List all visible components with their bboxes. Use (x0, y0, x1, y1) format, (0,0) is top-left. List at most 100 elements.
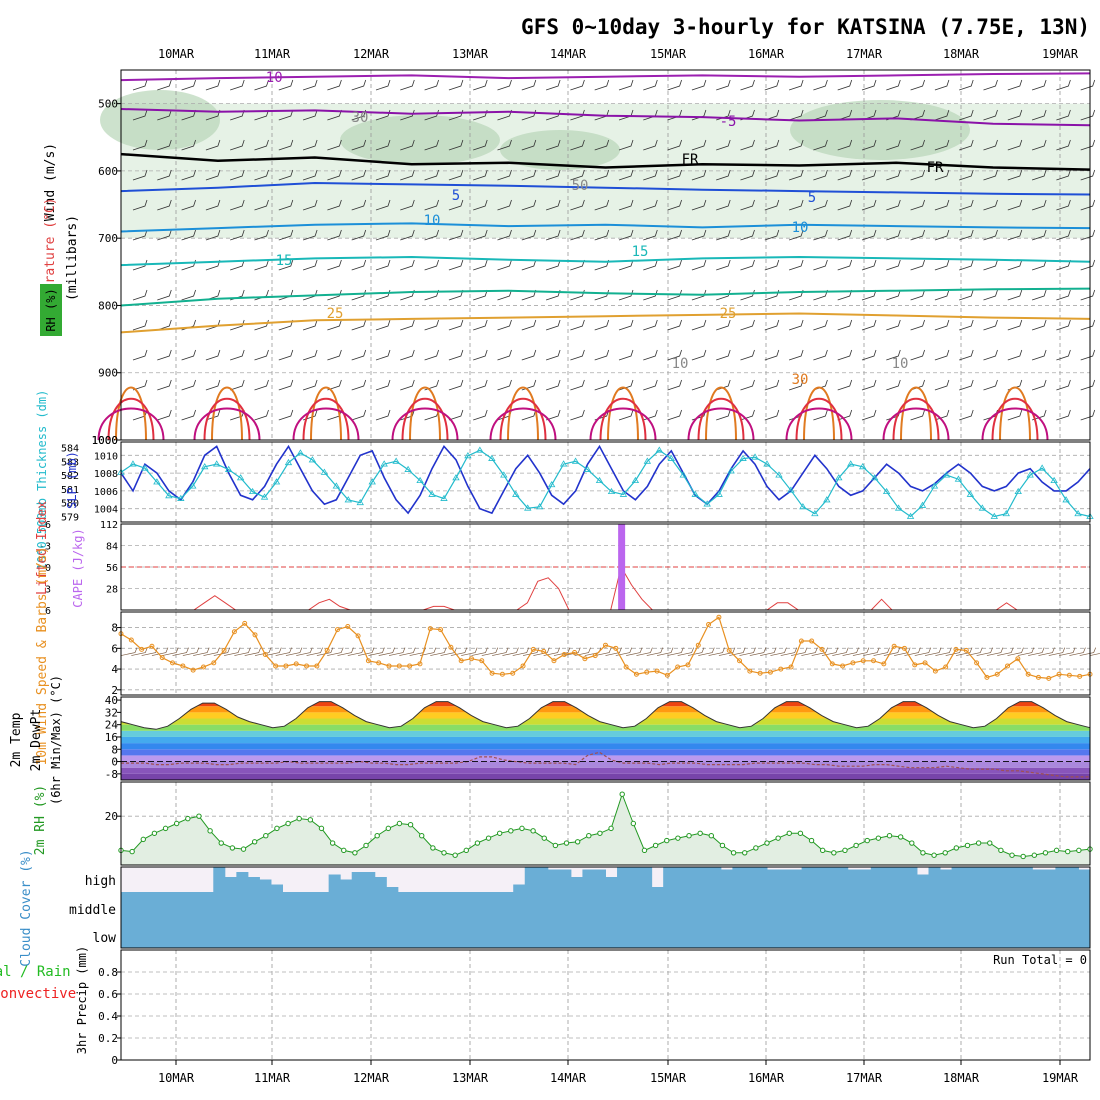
wind-barb (934, 139, 950, 151)
wind-barb (1080, 109, 1096, 121)
wind-barb-10m (1038, 647, 1055, 656)
wind-speed-point (499, 671, 505, 677)
wind-speed-point (468, 656, 474, 662)
wind-barb (375, 139, 391, 151)
wind-barb (278, 259, 294, 271)
wind-barb (1056, 139, 1071, 151)
wind-barb (618, 139, 634, 151)
thickness-point (978, 504, 987, 511)
date-label: 11MAR (254, 47, 291, 61)
wind-barb (959, 139, 974, 151)
wind-speed-point (716, 614, 722, 620)
wind-barb (497, 289, 512, 301)
wind-barb (667, 409, 682, 421)
rh-point (987, 840, 993, 846)
wind-barb-10m (244, 647, 262, 656)
thickness-tick-label: 580 (61, 499, 79, 510)
cloud-high-bar (870, 867, 883, 892)
cloud-high-bar (628, 867, 641, 892)
date-label: 10MAR (158, 1071, 195, 1085)
hot-isotherm (900, 386, 932, 441)
rh-point (129, 848, 135, 855)
wind-barb (594, 169, 610, 181)
wind-barb (910, 139, 925, 151)
wind-barb (230, 319, 245, 331)
wind-barb (157, 259, 172, 271)
li-tick-label: -3 (39, 542, 51, 553)
wind-barb (1056, 379, 1071, 391)
contour-label: 50 (572, 178, 589, 194)
hot-isotherm (115, 386, 147, 441)
wind-barb-10m (316, 647, 334, 656)
wind-barb (424, 109, 439, 121)
wind-barb-10m (450, 647, 468, 656)
wind-barb (132, 139, 148, 151)
thickness-point (930, 482, 939, 489)
wind-barb (667, 319, 682, 331)
wind-barb (983, 199, 998, 211)
thickness-point (224, 465, 233, 472)
hot-isotherm (882, 407, 950, 441)
thickness-point (906, 512, 915, 519)
wind-barb (327, 349, 342, 361)
cloud-high-bar (559, 869, 572, 892)
rh-point (496, 830, 503, 836)
thickness-point (201, 463, 209, 470)
wind-speed-point (334, 627, 340, 633)
wind-barb (959, 169, 974, 181)
slp-tick-label: 1004 (94, 505, 118, 516)
cape-tick-label: 28 (106, 585, 118, 596)
thickness-point (547, 480, 556, 488)
wind-speed-point (438, 627, 444, 633)
contour-label: 5 (452, 188, 460, 204)
rh-point (452, 852, 458, 858)
wind-barb (716, 79, 731, 91)
temp-band (121, 743, 1090, 750)
wind-speed-point (304, 663, 310, 669)
wind-barb (1031, 139, 1047, 151)
wind-barb (1080, 409, 1096, 421)
wind-barb (157, 289, 172, 301)
cloud-high-bar (640, 867, 653, 892)
temp-band (121, 749, 1090, 756)
wind-barb-10m (852, 647, 870, 656)
y-tick-label: 700 (98, 232, 118, 245)
cloud-level-high: high (85, 874, 116, 889)
wind-speed-point (541, 648, 547, 654)
wind-barb (448, 349, 464, 361)
wind-speed-point (850, 660, 856, 666)
wind-barb-10m (1017, 647, 1035, 656)
wind-barb (375, 229, 391, 241)
wind-barb (278, 139, 294, 151)
wind-barb (788, 169, 804, 181)
wind-barb-10m (213, 647, 231, 656)
rh-point (1065, 848, 1071, 855)
temp-band (121, 730, 1090, 737)
wind-barb-10m (708, 647, 725, 656)
wind-barb (764, 139, 780, 151)
wind-barb (1007, 259, 1023, 271)
wind-barb (497, 379, 512, 391)
wind-barb (861, 319, 877, 331)
wind-barb (375, 349, 391, 361)
thickness-point (212, 460, 221, 467)
y-tick-label: 16 (105, 731, 118, 744)
wind-barb (132, 319, 148, 331)
thickness-point (631, 476, 640, 484)
wind-barb (618, 349, 634, 361)
wind-barb (181, 169, 196, 181)
wind-barb (886, 349, 901, 361)
date-label: 18MAR (943, 47, 980, 61)
wind-barb (230, 139, 245, 151)
wind-barb-10m (358, 647, 375, 656)
wind-barb-10m (904, 647, 921, 656)
wind-speed-point (159, 655, 165, 661)
wind-barb (375, 289, 391, 301)
wind-barb-10m (203, 647, 220, 656)
rh-point (608, 825, 614, 832)
thickness-point (799, 503, 807, 510)
wind-speed-point (355, 633, 361, 639)
thickness-point (942, 471, 951, 478)
wind-barb-10m (285, 647, 303, 656)
thickness-point (272, 478, 281, 485)
